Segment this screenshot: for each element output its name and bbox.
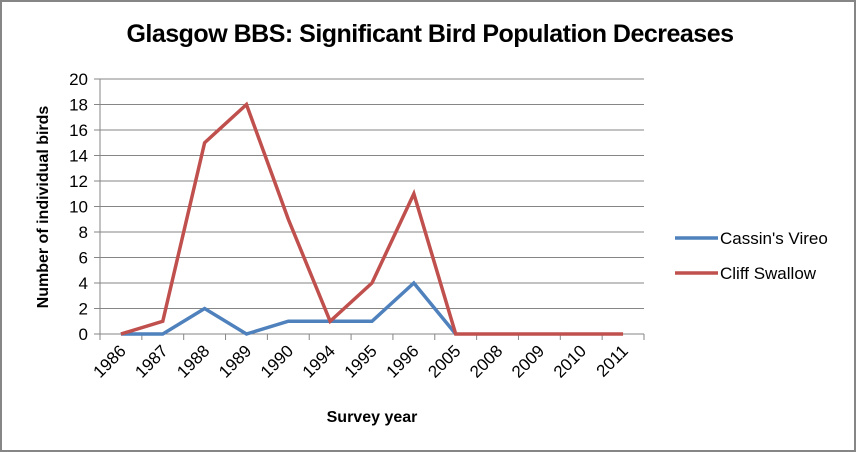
y-tick-label: 18 — [69, 96, 88, 115]
x-tick-label: 2009 — [508, 341, 548, 381]
x-tick-label: 2011 — [593, 341, 632, 380]
x-tick-label: 1986 — [90, 341, 130, 381]
y-tick-label: 12 — [69, 172, 88, 191]
x-tick-label: 2005 — [424, 341, 464, 381]
y-tick-label: 20 — [69, 70, 88, 89]
x-tick-label: 1990 — [257, 341, 297, 381]
y-tick-label: 2 — [79, 300, 88, 319]
y-tick-label: 14 — [69, 147, 88, 166]
x-tick-label: 1989 — [215, 341, 255, 381]
legend-label: Cassin's Vireo — [720, 229, 828, 248]
x-tick-label: 1994 — [299, 341, 339, 381]
x-tick-label: 1996 — [382, 341, 422, 381]
series-line — [120, 280, 458, 336]
x-tick-label: 1987 — [131, 341, 171, 381]
chart-title: Glasgow BBS: Significant Bird Population… — [126, 20, 734, 48]
y-tick-label: 10 — [69, 198, 88, 217]
x-tick-label: 1988 — [173, 341, 213, 381]
y-tick-label: 6 — [79, 249, 88, 268]
y-tick-label: 4 — [79, 274, 88, 293]
y-axis-label: Number of individual birds — [35, 106, 52, 309]
legend-label: Cliff Swallow — [720, 264, 817, 283]
y-tick-label: 8 — [79, 223, 88, 242]
y-tick-label: 16 — [69, 121, 88, 140]
x-tick-label: 2008 — [466, 341, 506, 381]
x-tick-label: 2010 — [550, 341, 590, 381]
x-axis-label: Survey year — [327, 409, 418, 426]
x-tick-label: 1995 — [341, 341, 381, 381]
y-tick-label: 0 — [79, 325, 88, 344]
series-line — [120, 101, 624, 336]
